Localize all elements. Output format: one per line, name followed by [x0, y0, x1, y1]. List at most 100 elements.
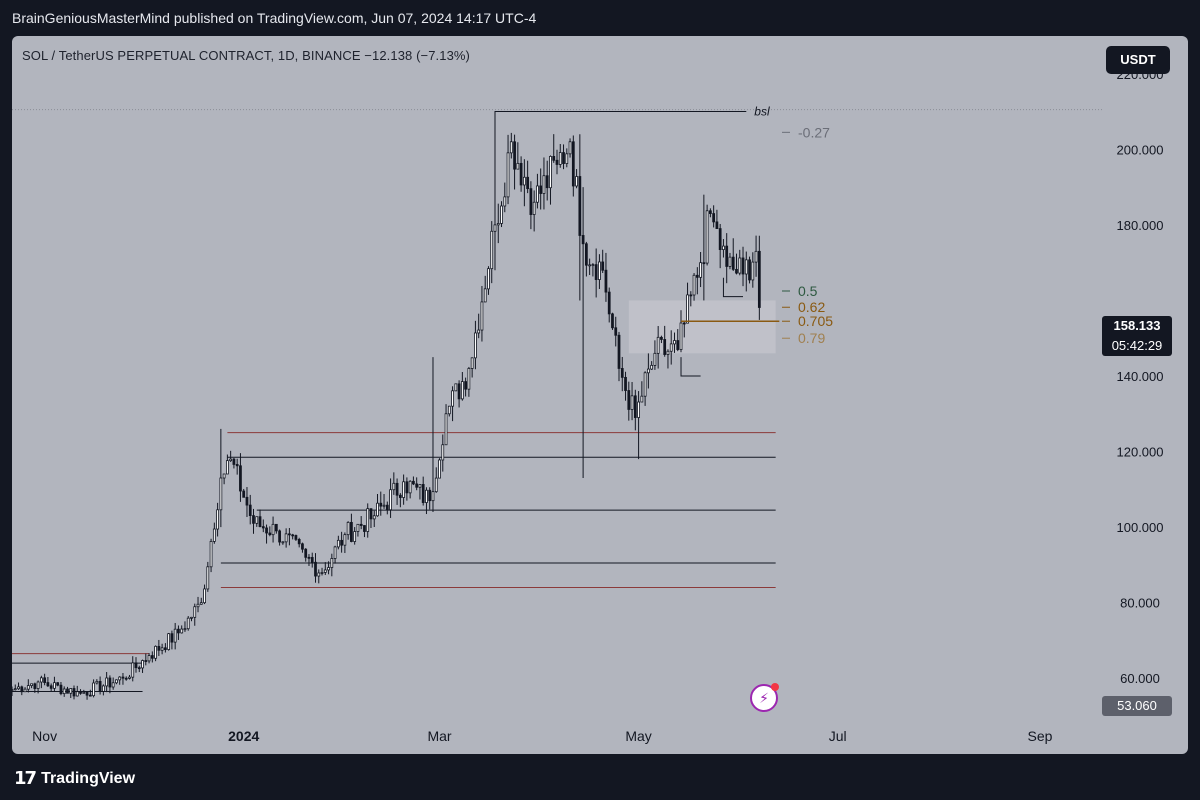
candle-body — [457, 383, 461, 400]
publisher-bar: BrainGeniousMasterMind published on Trad… — [0, 0, 1200, 36]
candle-body — [327, 567, 330, 571]
candle-body — [121, 676, 125, 679]
candle-body — [405, 481, 409, 494]
candle-body — [738, 257, 742, 274]
candle-body — [539, 185, 543, 194]
candle-body — [748, 259, 751, 281]
candle-body — [568, 141, 572, 155]
candle-body — [558, 152, 562, 165]
candle-body — [695, 274, 699, 278]
candle-body — [356, 523, 360, 532]
candle-body — [278, 530, 281, 543]
candle-body — [607, 291, 611, 315]
candle-body — [431, 491, 435, 502]
candle-body — [36, 681, 40, 689]
candle-body — [150, 655, 154, 659]
low-price-label: 53.060 — [1102, 696, 1172, 716]
candle-body — [13, 688, 17, 691]
candle-body — [428, 489, 432, 502]
candle-body — [219, 477, 223, 511]
candle-body — [265, 527, 268, 534]
candle-body — [633, 395, 637, 418]
candle-body — [66, 688, 69, 694]
fib-label: 0.79 — [798, 330, 825, 346]
candle-body — [323, 569, 327, 573]
candle-body — [294, 535, 298, 540]
candle-body — [630, 395, 634, 410]
candle-body — [297, 538, 301, 545]
candle-body — [147, 655, 151, 662]
candle-body — [519, 162, 523, 186]
chart-panel[interactable]: bsl -0.27 0.5 0.62 0.705 0.79 220.000 200.000 18… — [12, 36, 1188, 754]
candle-body — [193, 606, 197, 618]
candle-body — [245, 496, 249, 506]
y-tick-label: 100.000 — [1117, 520, 1164, 535]
currency-button[interactable]: USDT — [1106, 46, 1170, 74]
candle-body — [692, 274, 696, 296]
candle-body — [252, 515, 255, 524]
candle-body — [604, 269, 608, 293]
y-tick-label: 180.000 — [1117, 218, 1164, 233]
candle-body — [686, 294, 689, 324]
x-tick-label: Nov — [32, 728, 57, 744]
candle-body — [353, 531, 357, 542]
candle-body — [415, 483, 419, 488]
candle-body — [248, 504, 252, 516]
candle-body — [425, 489, 428, 503]
candle-body — [164, 647, 167, 650]
candle-body — [314, 561, 317, 577]
y-tick-label: 60.000 — [1120, 671, 1160, 686]
candle-body — [118, 676, 122, 681]
candle-body — [281, 541, 285, 544]
candle-body — [398, 494, 402, 498]
candle-body — [434, 477, 438, 493]
candle-body — [343, 534, 347, 546]
candle-body — [588, 264, 592, 267]
candle-body — [454, 383, 458, 392]
fvg-zone — [628, 300, 776, 354]
candle-body — [350, 521, 353, 542]
fib-label: -0.27 — [798, 124, 830, 140]
notification-dot — [771, 683, 779, 691]
candle-body — [274, 523, 278, 532]
candle-body — [480, 301, 484, 331]
candle-body — [239, 465, 242, 492]
candle-body — [62, 688, 66, 695]
last-price-label: 158.133 — [1102, 316, 1172, 336]
candle-body — [725, 245, 729, 267]
candle-body — [467, 368, 471, 390]
bsl-label: bsl — [754, 105, 770, 119]
candle-body — [529, 188, 533, 215]
candle-body — [82, 691, 86, 694]
lightning-icon[interactable]: ⚡ — [750, 683, 779, 712]
candle-body — [88, 694, 92, 697]
candle-body — [26, 685, 30, 690]
candle-body — [12, 689, 14, 691]
candle-body — [385, 504, 389, 511]
candle-body — [128, 676, 131, 679]
candle-body — [474, 332, 477, 359]
candle-body — [575, 176, 578, 187]
candle-body — [757, 250, 761, 308]
candle-body — [173, 628, 177, 643]
footer: 17 TradingView — [0, 760, 1200, 800]
candle-body — [526, 176, 530, 190]
x-tick-label: Jul — [829, 728, 847, 744]
candle-body — [601, 261, 605, 271]
candle-body — [49, 685, 53, 689]
tradingview-logo[interactable]: 17 TradingView — [14, 768, 135, 789]
candle-body — [751, 261, 755, 281]
candle-body — [643, 372, 647, 397]
candle-body — [317, 572, 321, 577]
candle-body — [59, 684, 63, 695]
candle-body — [722, 245, 725, 250]
candle-body — [79, 691, 82, 694]
candle-body — [614, 327, 618, 336]
candlestick-chart[interactable]: bsl-0.270.50.620.7050.79220.000200.00018… — [12, 36, 1188, 754]
candle-body — [43, 677, 47, 683]
candle-body — [418, 484, 422, 488]
candle-body — [288, 533, 291, 536]
candle-body — [624, 376, 627, 391]
candle-body — [372, 515, 376, 520]
candle-body — [75, 691, 79, 697]
